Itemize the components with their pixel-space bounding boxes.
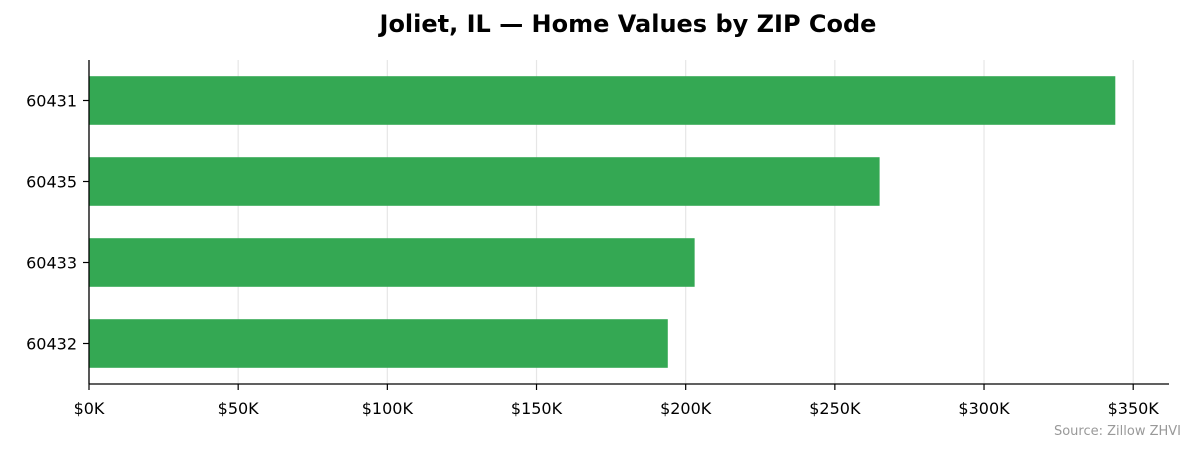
bar-60435 xyxy=(89,157,880,206)
bar-60431 xyxy=(89,76,1116,125)
chart-title: Joliet, IL — Home Values by ZIP Code xyxy=(379,10,877,38)
y-tick-label-60435: 60435 xyxy=(26,173,77,192)
x-tick-label: $250K xyxy=(809,399,861,418)
bar-60433 xyxy=(89,238,695,287)
x-tick-label: $150K xyxy=(511,399,563,418)
x-tick-label: $100K xyxy=(362,399,414,418)
x-tick-label: $300K xyxy=(958,399,1010,418)
y-tick-label-60432: 60432 xyxy=(26,335,77,354)
y-tick-label-60431: 60431 xyxy=(26,92,77,111)
x-tick-label: $50K xyxy=(218,399,260,418)
bar-60432 xyxy=(89,319,668,368)
x-tick-label: $200K xyxy=(660,399,712,418)
x-tick-label: $0K xyxy=(74,399,105,418)
x-tick-label: $350K xyxy=(1108,399,1160,418)
source-note: Source: Zillow ZHVI xyxy=(1053,424,1181,439)
y-tick-label-60433: 60433 xyxy=(26,254,77,273)
